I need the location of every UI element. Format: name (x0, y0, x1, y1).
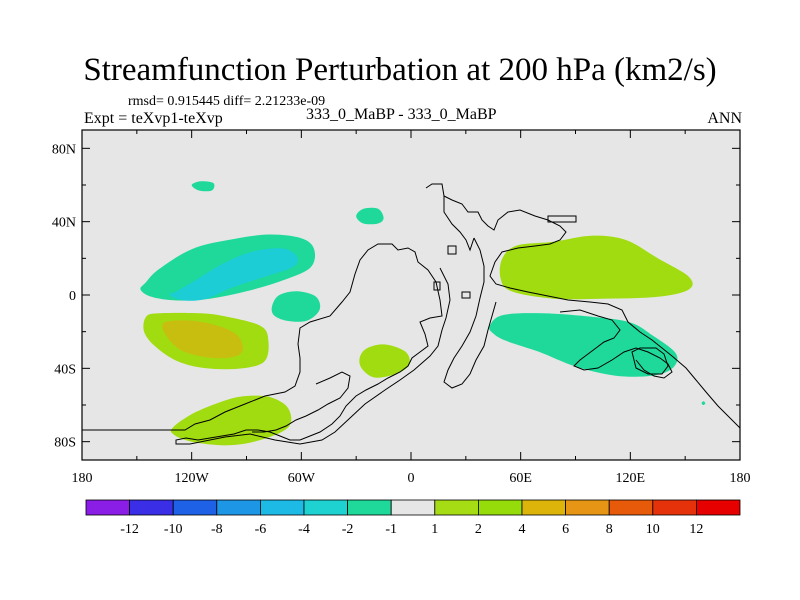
colorbar-box (477, 499, 523, 516)
x-tick-label: 120E (616, 471, 646, 486)
colorbar-box (565, 499, 610, 516)
positive-anomaly-southern-ocean (170, 395, 292, 446)
chart-title: Streamfunction Perturbation at 200 hPa (… (83, 52, 717, 88)
coastline-europe-north (443, 196, 475, 252)
colorbar-labels: -12 -10 -8 -6 -4 -2 -1 1 2 4 6 8 10 12 (120, 522, 703, 537)
anomaly-regions (140, 181, 706, 446)
y-tick-label: 80S (54, 436, 76, 451)
colorbar-label: -4 (298, 522, 310, 537)
colorbar-box (608, 499, 654, 516)
colorbar-label: -10 (164, 522, 183, 537)
colorbar-box (521, 499, 566, 516)
coastline-south-america-interior (252, 371, 351, 433)
negative-anomaly-north-pacific-core (169, 248, 299, 301)
colorbar-label: -12 (120, 522, 139, 537)
colorbar-box (85, 499, 130, 516)
y-tick-label: 40N (52, 216, 76, 231)
season-label: ANN (707, 110, 742, 127)
case-label: 333_0_MaBP - 333_0_MaBP (306, 106, 497, 123)
colorbar-box (129, 499, 174, 516)
coastline-japan-box (547, 215, 577, 223)
experiment-label: Expt = teXvp1-teXvp (84, 110, 223, 127)
coastline-asia-islands (559, 309, 673, 379)
positive-anomaly-asia-pacific (499, 235, 693, 300)
rmsd-stats: rmsd= 0.915445 diff= 2.21233e-09 (128, 94, 326, 109)
x-tick-label: 60E (509, 471, 532, 486)
x-tick-label: 60W (288, 471, 316, 486)
positive-anomaly-south-atlantic (359, 344, 410, 378)
colorbar-label: 10 (646, 522, 660, 537)
negative-anomaly-dot (701, 401, 706, 405)
colorbar-label: -8 (211, 522, 223, 537)
x-tick-label: 0 (408, 471, 415, 486)
x-tick-label: 180 (730, 471, 751, 486)
colorbar-label: -6 (255, 522, 267, 537)
colorbar-box (347, 499, 392, 516)
positive-anomaly-south-pacific (162, 320, 244, 359)
negative-anomaly-indian-ocean (489, 313, 678, 377)
coastline (82, 183, 741, 445)
colorbar-box (696, 499, 741, 516)
y-tick-label: 0 (69, 289, 76, 304)
colorbar-label: 12 (689, 522, 703, 537)
colorbar-box (434, 499, 479, 516)
coastline-australia (631, 347, 669, 375)
colorbar-label: 8 (606, 522, 613, 537)
coastline-africa-eurasia (425, 183, 741, 429)
colorbar-label: -1 (385, 522, 397, 537)
negative-anomaly-north-atlantic (356, 207, 384, 225)
x-tick-label: 120W (175, 471, 210, 486)
colorbar-box (303, 499, 348, 516)
coastline-americas-west (82, 243, 451, 445)
colorbar-box (652, 499, 697, 516)
x-tick-label: 180 (72, 471, 93, 486)
colorbar-label: 2 (475, 522, 482, 537)
negative-anomaly-arctic (191, 181, 215, 192)
coastline-africa-south (443, 237, 497, 389)
coastline-arabia (433, 245, 471, 299)
colorbar-label: 6 (562, 522, 569, 537)
colorbar-label: 1 (431, 522, 438, 537)
negative-anomaly-tropical-pacific (271, 291, 321, 322)
axis-tick-labels: 180 120W 60W 0 60E 120E 180 80N 40N 0 40S 80S (52, 142, 751, 486)
colorbar (85, 499, 741, 516)
y-tick-label: 80N (52, 142, 76, 157)
y-tick-label: 40S (54, 362, 76, 377)
colorbar-label: 4 (519, 522, 526, 537)
colorbar-box (259, 499, 305, 516)
colorbar-box (172, 499, 218, 516)
axis-ticks (81, 130, 741, 460)
colorbar-label: -2 (342, 522, 354, 537)
colorbar-box (390, 499, 436, 516)
colorbar-box (216, 499, 261, 516)
